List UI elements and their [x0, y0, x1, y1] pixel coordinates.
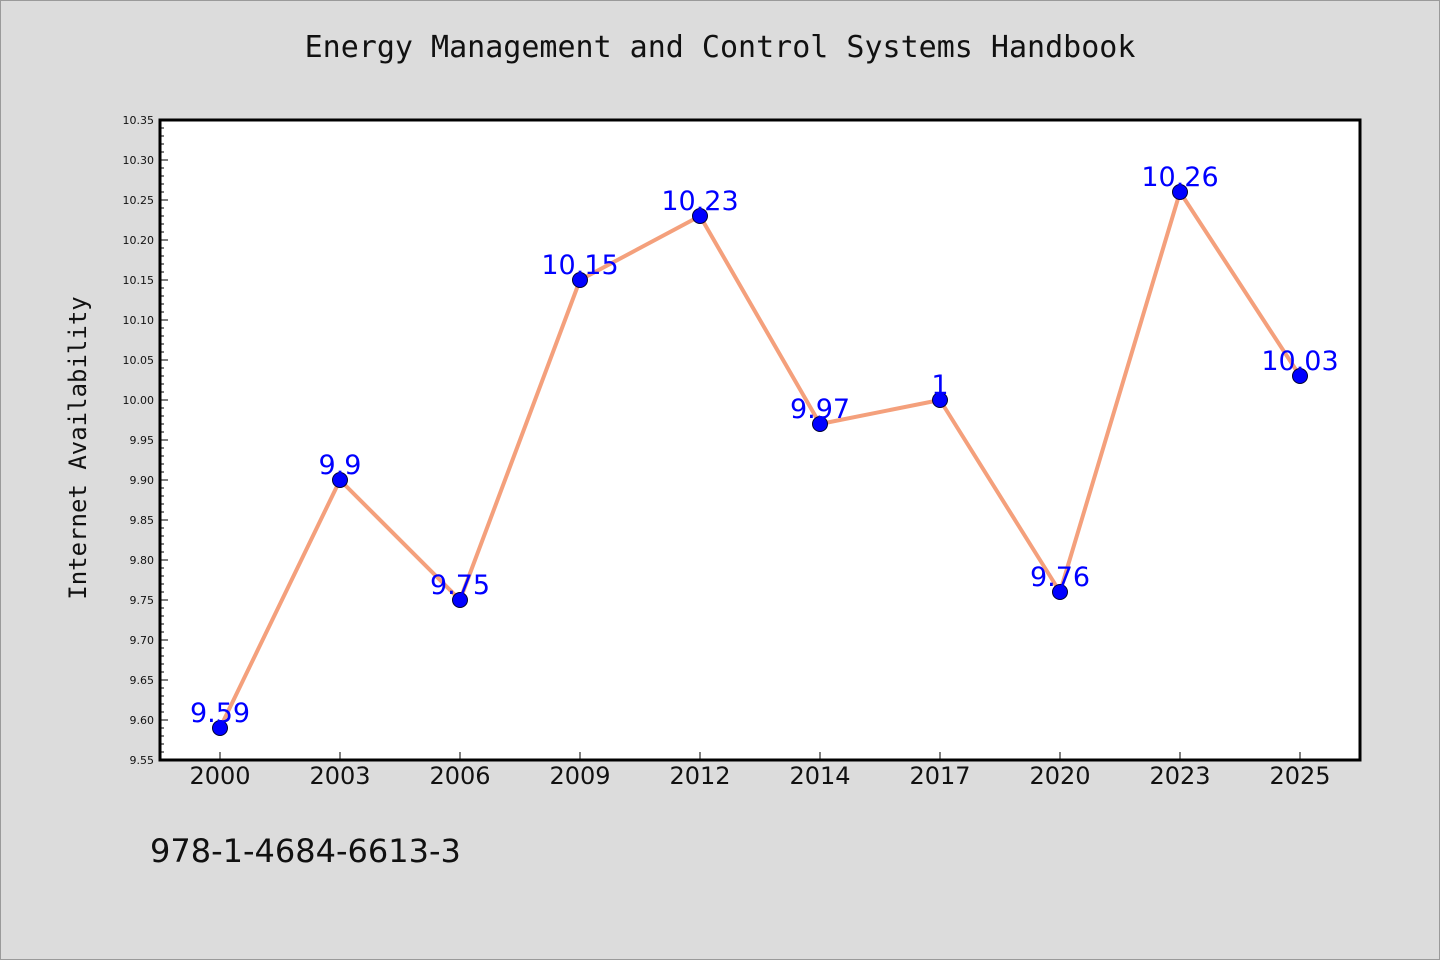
- x-tick-label: 2009: [549, 762, 610, 790]
- y-tick-label: 10.20: [123, 234, 155, 247]
- y-tick-label: 9.85: [130, 514, 155, 527]
- series-line: [218, 190, 1302, 729]
- data-label: 10.26: [1141, 162, 1218, 193]
- y-tick-label: 10.35: [123, 114, 155, 127]
- data-label: 10.03: [1261, 346, 1338, 377]
- y-tick-label: 9.95: [130, 434, 155, 447]
- y-tick-label: 10.10: [123, 314, 155, 327]
- y-axis-ticks: 9.55 9.60 9.65 9.70 9.75 9.80 9.85 9.90 9.95 10.0…: [123, 114, 168, 767]
- data-label: 10.15: [541, 250, 618, 281]
- isbn-text: 978-1-4684-6613-3: [150, 832, 461, 870]
- data-point: [1292, 368, 1308, 384]
- data-point: [1172, 184, 1188, 200]
- y-tick-label: 10.05: [123, 354, 155, 367]
- data-point: [932, 392, 948, 408]
- data-markers: [212, 184, 1308, 736]
- x-tick-label: 2003: [309, 762, 370, 790]
- data-point: [332, 472, 348, 488]
- chart-title: Energy Management and Control Systems Ha…: [304, 30, 1136, 65]
- data-point: [692, 208, 708, 224]
- x-tick-label: 2000: [189, 762, 250, 790]
- data-label: 9.76: [1030, 562, 1090, 593]
- y-tick-label: 10.00: [123, 394, 155, 407]
- data-label: 9.75: [430, 570, 490, 601]
- y-tick-label: 10.25: [123, 194, 155, 207]
- x-tick-label: 2025: [1269, 762, 1330, 790]
- x-tick-label: 2023: [1149, 762, 1210, 790]
- x-tick-label: 2020: [1029, 762, 1090, 790]
- x-tick-label: 2012: [669, 762, 730, 790]
- data-point: [212, 720, 228, 736]
- data-label: 1: [931, 370, 948, 401]
- data-label: 9.97: [790, 394, 850, 425]
- x-tick-label: 2014: [789, 762, 850, 790]
- x-tick-label: 2006: [429, 762, 490, 790]
- data-point: [452, 592, 468, 608]
- y-axis-label: Internet Availability: [64, 296, 92, 599]
- data-point: [572, 272, 588, 288]
- y-tick-label: 10.15: [123, 274, 155, 287]
- plot-area: [160, 120, 1360, 760]
- y-tick-label: 10.30: [123, 154, 155, 167]
- x-tick-label: 2017: [909, 762, 970, 790]
- data-label: 9.59: [190, 698, 250, 729]
- y-tick-label: 9.80: [130, 554, 155, 567]
- data-labels: 9.59 9.9 9.75 10.15 10.23 9.97 1 9.76 10.26 10.03: [190, 162, 1339, 729]
- y-tick-label: 9.75: [130, 594, 155, 607]
- data-point: [1052, 584, 1068, 600]
- data-label: 9.9: [319, 450, 362, 481]
- y-tick-label: 9.55: [130, 754, 155, 767]
- y-tick-label: 9.90: [130, 474, 155, 487]
- y-tick-label: 9.60: [130, 714, 155, 727]
- data-point: [812, 416, 828, 432]
- y-tick-label: 9.70: [130, 634, 155, 647]
- data-label: 10.23: [661, 186, 738, 217]
- y-tick-label: 9.65: [130, 674, 155, 687]
- plot-border: [158, 118, 1362, 762]
